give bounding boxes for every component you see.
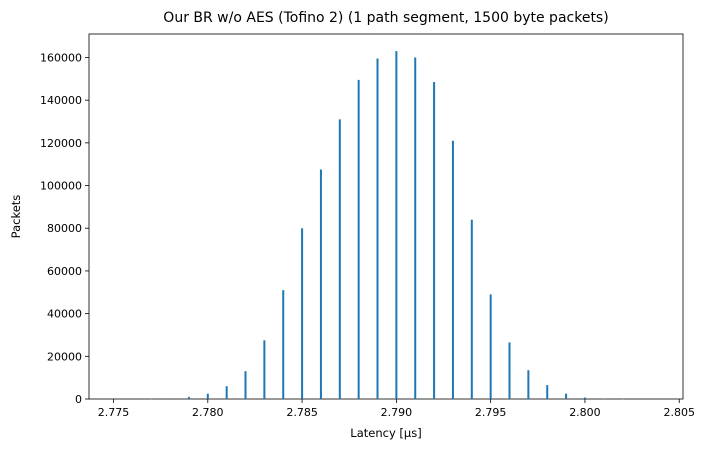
histogram-bar-12 <box>376 58 379 400</box>
histogram-bar-20 <box>527 370 530 399</box>
x-tick-label: 2.790 <box>381 406 413 419</box>
histogram-bar-14 <box>414 57 417 399</box>
y-tick-label: 40000 <box>47 308 82 321</box>
y-tick-label: 80000 <box>47 222 82 235</box>
chart-title: Our BR w/o AES (Tofino 2) (1 path segmen… <box>163 10 608 26</box>
histogram-bar-1 <box>169 398 172 399</box>
y-tick-label: 60000 <box>47 265 82 278</box>
histogram-bar-10 <box>338 119 341 399</box>
histogram-bar-18 <box>489 294 492 399</box>
y-tick-label: 160000 <box>40 51 82 64</box>
x-tick-label: 2.800 <box>569 406 601 419</box>
histogram-bar-9 <box>319 169 322 399</box>
plot-area-frame <box>88 33 684 400</box>
x-axis-label: Latency [µs] <box>350 426 421 440</box>
histogram-bar-23 <box>583 397 586 399</box>
y-tick-label: 20000 <box>47 350 82 363</box>
histogram-bar-3 <box>206 393 209 399</box>
histogram-bar-21 <box>546 385 549 399</box>
histogram-bar-5 <box>244 371 247 399</box>
histogram-bar-22 <box>565 393 568 399</box>
x-tick-label: 2.775 <box>98 406 130 419</box>
y-tick-label: 140000 <box>40 94 82 107</box>
histogram-bar-11 <box>357 79 360 399</box>
x-tick-label: 2.795 <box>475 406 507 419</box>
y-axis-ticks: 0 20000 40000 60000 80000 100000 120000 140000 1… <box>40 51 89 406</box>
y-tick-label: 100000 <box>40 180 82 193</box>
x-tick-label: 2.780 <box>192 406 224 419</box>
histogram-bar-17 <box>470 219 473 399</box>
histogram-bar-15 <box>433 82 436 399</box>
bars-group <box>150 51 624 400</box>
histogram-bar-4 <box>225 386 228 399</box>
y-axis-label: Packets <box>9 195 23 239</box>
histogram-bar-25 <box>621 398 624 400</box>
x-tick-label: 2.805 <box>663 406 695 419</box>
x-axis-ticks: 2.775 2.780 2.785 2.790 2.795 2.800 2.805 <box>98 399 695 419</box>
histogram-bar-8 <box>301 228 304 399</box>
x-tick-label: 2.785 <box>286 406 318 419</box>
y-tick-label: 120000 <box>40 137 82 150</box>
y-tick-label: 0 <box>75 393 82 406</box>
histogram-bar-16 <box>451 140 454 400</box>
histogram-bar-0 <box>150 398 153 400</box>
histogram-bar-19 <box>508 342 511 399</box>
histogram-bar-2 <box>187 396 190 399</box>
histogram-bar-7 <box>282 290 285 399</box>
histogram-bar-13 <box>395 51 398 399</box>
histogram-bar-24 <box>602 398 605 400</box>
histogram-bar-6 <box>263 340 266 399</box>
